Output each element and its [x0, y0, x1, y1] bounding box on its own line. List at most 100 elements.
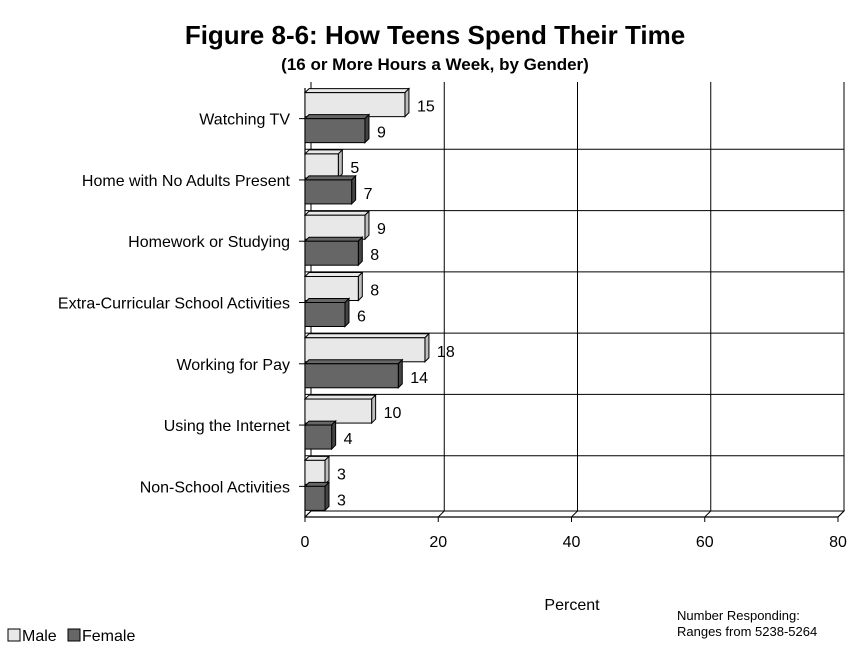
bar-side-face	[364, 210, 370, 241]
category-label-non-school-activities: Non-School Activities	[140, 479, 290, 496]
bar-side-face	[404, 87, 410, 118]
legend-item-female: Female	[67, 628, 135, 645]
bar-side-face	[424, 332, 430, 363]
bar-male-homework-or-studying	[303, 210, 371, 241]
value-label-male-watching-tv: 15	[417, 99, 435, 116]
bar-top-face	[303, 333, 431, 339]
x-tick-labels: 0 20 40 60 80	[301, 517, 847, 551]
bar-front-face	[304, 118, 366, 144]
x-tick-label-20: 20	[429, 534, 447, 551]
x-tick-label-40: 40	[563, 534, 581, 551]
bar-front-face	[304, 424, 333, 450]
legend-label-male: Male	[22, 628, 57, 645]
floor-gridline-80	[837, 510, 845, 518]
bar-top-face	[303, 114, 371, 120]
chart-subtitle: (16 or More Hours a Week, by Gender)	[281, 55, 589, 74]
bar-side-face	[331, 419, 337, 451]
x-tick-label-0: 0	[301, 534, 310, 551]
bar-side-face	[351, 174, 357, 206]
bar-top-face	[303, 394, 377, 400]
bar-male-using-the-internet	[303, 393, 377, 425]
value-label-male-homework-or-studying: 9	[377, 221, 386, 238]
category-label-extra-curricular-school-activities: Extra-Curricular School Activities	[58, 296, 290, 313]
category-label-homework-or-studying: Homework or Studying	[128, 234, 290, 251]
value-label-female-using-the-internet: 4	[344, 431, 353, 448]
bar-side-face	[337, 148, 343, 180]
bar-front-face	[304, 302, 346, 327]
bar-male-working-for-pay	[303, 332, 431, 363]
bar-female-homework-or-studying	[303, 236, 364, 267]
bar-side-face	[397, 358, 403, 389]
legend-swatch-female	[67, 628, 81, 642]
bars-group	[303, 87, 431, 512]
bar-front-face	[304, 485, 326, 511]
bar-top-face	[303, 236, 364, 242]
bar-side-face	[357, 271, 363, 302]
value-label-male-home-with-no-adults-present: 5	[350, 160, 359, 177]
bar-male-home-with-no-adults-present	[303, 148, 344, 180]
bar-top-face	[303, 298, 351, 303]
bar-front-face	[304, 459, 326, 485]
bar-female-working-for-pay	[303, 358, 404, 389]
bar-side-face	[344, 297, 350, 328]
category-label-watching-tv: Watching TV	[199, 112, 290, 129]
bar-side-face	[324, 481, 330, 512]
value-label-female-extra-curricular-school-activities: 6	[357, 309, 366, 326]
bar-side-face	[371, 393, 377, 425]
bar-front-face	[304, 179, 353, 205]
bar-female-watching-tv	[303, 113, 371, 144]
floor-gridline-40	[571, 510, 578, 518]
category-label-using-the-internet: Using the Internet	[164, 418, 291, 435]
value-label-male-working-for-pay: 18	[437, 344, 455, 361]
note-line-2: Ranges from 5238-5264	[677, 624, 817, 639]
bar-top-face	[303, 272, 364, 277]
legend-label-female: Female	[82, 628, 135, 645]
bar-front-face	[304, 398, 373, 424]
bar-front-face	[304, 153, 339, 179]
legend: Male Female	[7, 628, 135, 645]
bar-front-face	[304, 92, 406, 118]
bar-female-extra-curricular-school-activities	[303, 297, 351, 328]
category-label-home-with-no-adults-present: Home with No Adults Present	[82, 173, 291, 190]
bar-front-face	[304, 214, 366, 240]
bar-male-non-school-activities	[303, 455, 331, 486]
bar-front-face	[304, 337, 426, 363]
bar-top-face	[303, 210, 371, 216]
value-label-female-watching-tv: 9	[377, 125, 386, 142]
bar-female-using-the-internet	[303, 419, 337, 451]
value-label-female-working-for-pay: 14	[410, 370, 428, 387]
bar-front-face	[304, 363, 399, 389]
bar-front-face	[304, 276, 359, 301]
value-label-male-non-school-activities: 3	[337, 466, 346, 483]
legend-item-male: Male	[7, 628, 57, 645]
category-labels: Watching TV Home with No Adults Present Ho…	[58, 112, 291, 497]
floor-gridline-20	[437, 510, 445, 518]
bar-top-face	[303, 175, 357, 181]
bar-male-watching-tv	[303, 87, 411, 118]
bar-side-face	[364, 113, 370, 144]
chart-title: Figure 8-6: How Teens Spend Their Time	[185, 20, 685, 50]
value-label-male-using-the-internet: 10	[384, 405, 402, 422]
floor-gridline-60	[704, 510, 712, 518]
bar-front-face	[304, 240, 359, 266]
bar-female-home-with-no-adults-present	[303, 174, 357, 206]
x-tick-label-60: 60	[696, 534, 714, 551]
note-line-1: Number Responding:	[677, 608, 800, 623]
category-label-working-for-pay: Working for Pay	[176, 357, 290, 374]
value-label-female-non-school-activities: 3	[337, 492, 346, 509]
legend-swatch-male	[7, 628, 21, 642]
plot-area	[299, 82, 846, 518]
bar-male-extra-curricular-school-activities	[303, 271, 364, 302]
value-label-female-homework-or-studying: 8	[370, 247, 379, 264]
bar-side-face	[357, 236, 363, 267]
value-label-male-extra-curricular-school-activities: 8	[370, 283, 379, 300]
x-axis-title: Percent	[544, 597, 600, 614]
bar-top-face	[303, 420, 337, 426]
bar-top-face	[303, 88, 411, 94]
bar-side-face	[324, 455, 330, 486]
bar-top-face	[303, 149, 344, 155]
bar-top-face	[303, 359, 404, 365]
bar-female-non-school-activities	[303, 481, 331, 512]
